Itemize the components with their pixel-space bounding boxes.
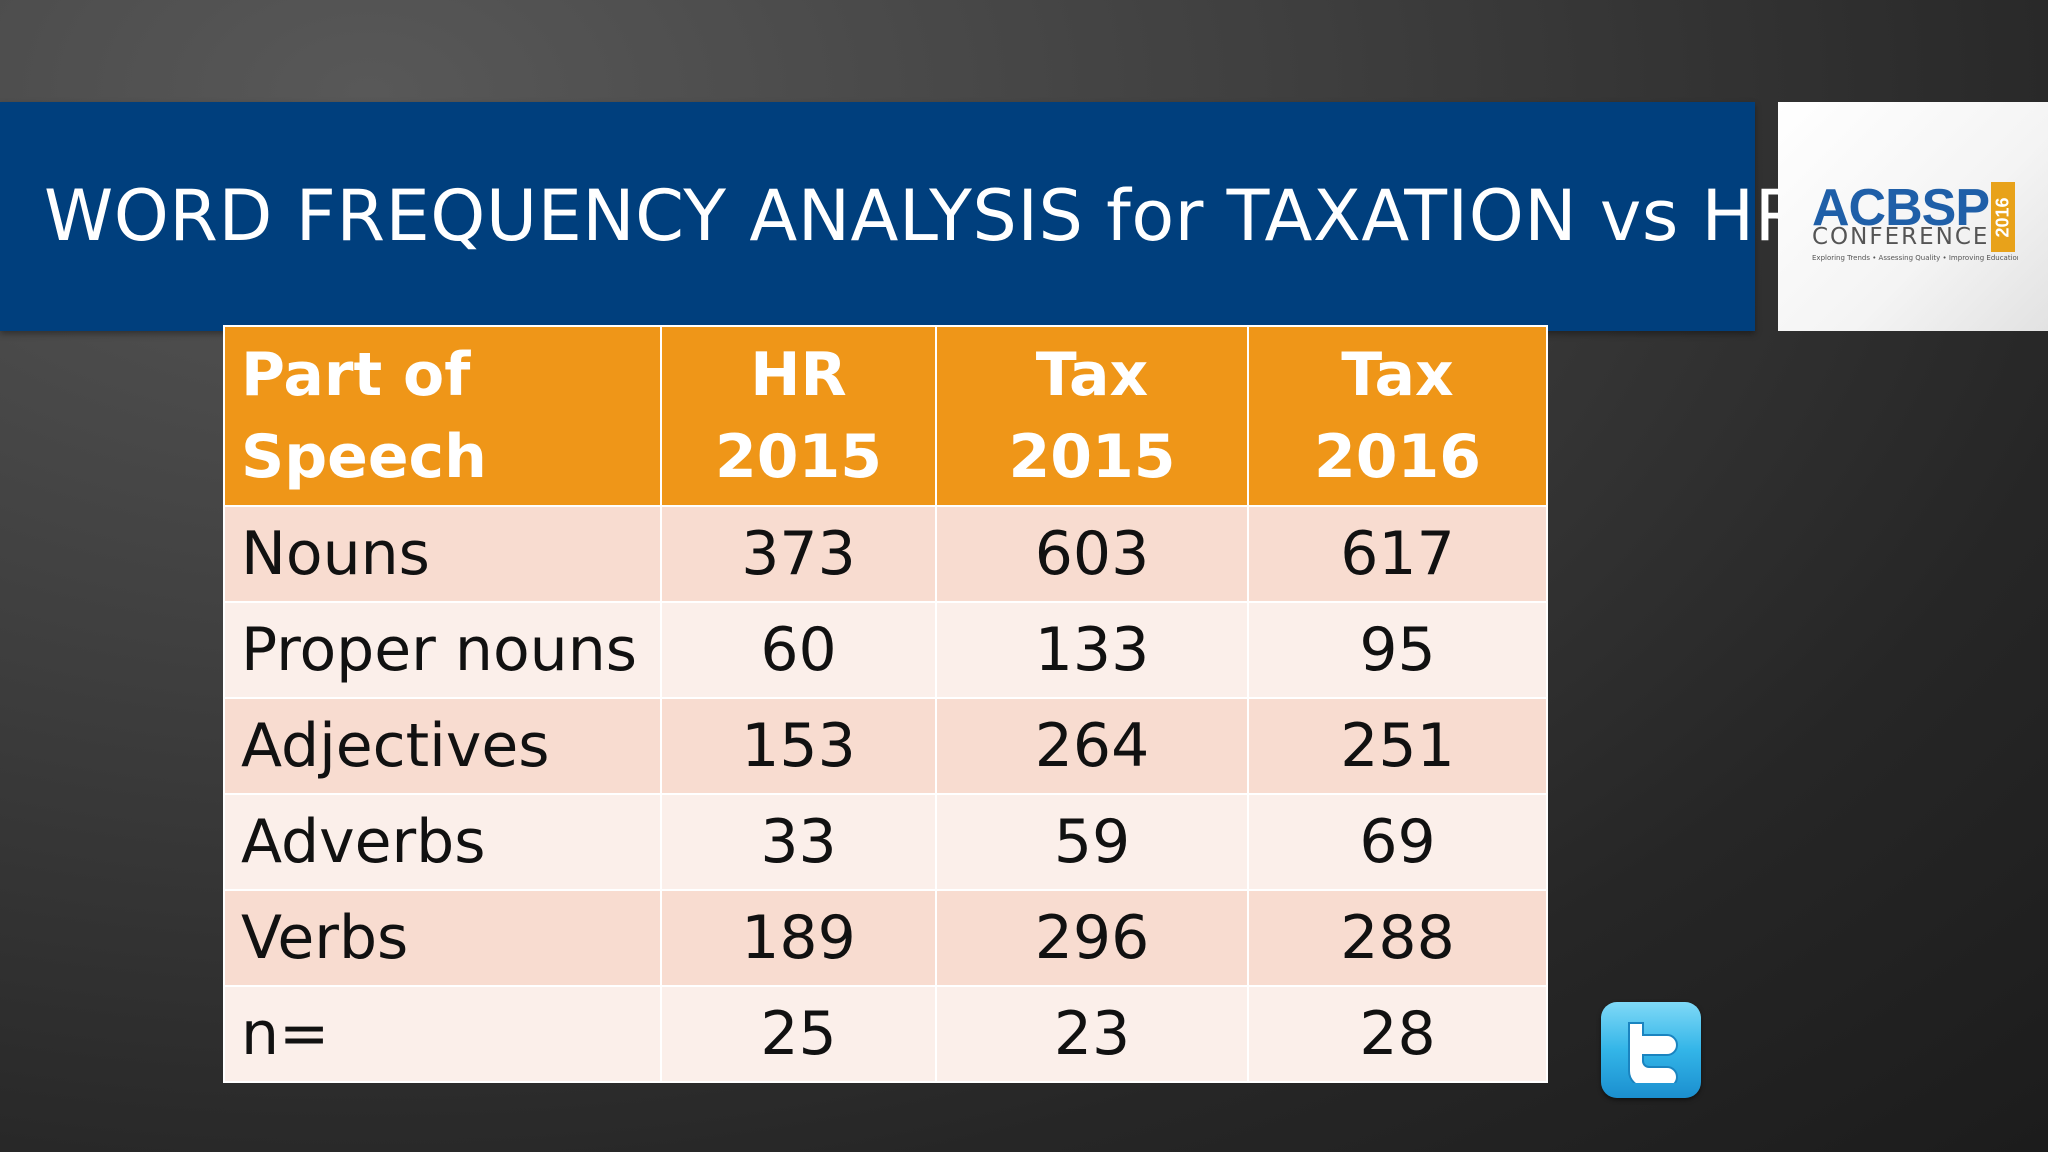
cell-value: 153 bbox=[660, 697, 937, 795]
table-row: Adjectives 153 264 251 bbox=[223, 697, 1548, 795]
cell-value: 373 bbox=[660, 505, 937, 603]
row-label: Verbs bbox=[223, 889, 662, 987]
row-label: Adjectives bbox=[223, 697, 662, 795]
cell-value: 23 bbox=[935, 985, 1249, 1083]
word-frequency-table: Part of Speech HR 2015 Tax 2015 Tax 2016… bbox=[223, 325, 1548, 1083]
cell-value: 296 bbox=[935, 889, 1249, 987]
cell-value: 59 bbox=[935, 793, 1249, 891]
table-row: Nouns 373 603 617 bbox=[223, 505, 1548, 603]
row-label: Adverbs bbox=[223, 793, 662, 891]
logo-tagline: Exploring Trends • Assessing Quality • I… bbox=[1812, 254, 2018, 262]
cell-value: 189 bbox=[660, 889, 937, 987]
cell-value: 25 bbox=[660, 985, 937, 1083]
table-row: Proper nouns 60 133 95 bbox=[223, 601, 1548, 699]
logo-main-text: ACBSP bbox=[1812, 179, 1990, 237]
row-label: Nouns bbox=[223, 505, 662, 603]
twitter-button[interactable] bbox=[1601, 1002, 1701, 1098]
logo-sub-text: CONFERENCE bbox=[1812, 224, 1990, 250]
row-label: Proper nouns bbox=[223, 601, 662, 699]
table-row: Adverbs 33 59 69 bbox=[223, 793, 1548, 891]
cell-value: 603 bbox=[935, 505, 1249, 603]
logo-year-badge: 2016 bbox=[1991, 182, 2015, 252]
slide-title: WORD FREQUENCY ANALYSIS for TAXATION vs … bbox=[44, 175, 1804, 257]
twitter-icon bbox=[1628, 1022, 1678, 1083]
table-row: n= 25 23 28 bbox=[223, 985, 1548, 1083]
title-bar: WORD FREQUENCY ANALYSIS for TAXATION vs … bbox=[0, 102, 1803, 331]
cell-value: 264 bbox=[935, 697, 1249, 795]
cell-value: 28 bbox=[1247, 985, 1548, 1083]
cell-value: 60 bbox=[660, 601, 937, 699]
table-header-row: Part of Speech HR 2015 Tax 2015 Tax 2016 bbox=[223, 325, 1548, 507]
cell-value: 251 bbox=[1247, 697, 1548, 795]
header-part-of-speech: Part of Speech bbox=[223, 325, 662, 507]
cell-value: 69 bbox=[1247, 793, 1548, 891]
cell-value: 288 bbox=[1247, 889, 1548, 987]
acbsp-logo: ACBSP CONFERENCE 2016 Exploring Trends •… bbox=[1778, 102, 2048, 331]
header-tax-2015: Tax 2015 bbox=[935, 325, 1249, 507]
cell-value: 617 bbox=[1247, 505, 1548, 603]
row-label: n= bbox=[223, 985, 662, 1083]
cell-value: 33 bbox=[660, 793, 937, 891]
header-hr-2015: HR 2015 bbox=[660, 325, 937, 507]
cell-value: 133 bbox=[935, 601, 1249, 699]
cell-value: 95 bbox=[1247, 601, 1548, 699]
table-row: Verbs 189 296 288 bbox=[223, 889, 1548, 987]
header-tax-2016: Tax 2016 bbox=[1247, 325, 1548, 507]
